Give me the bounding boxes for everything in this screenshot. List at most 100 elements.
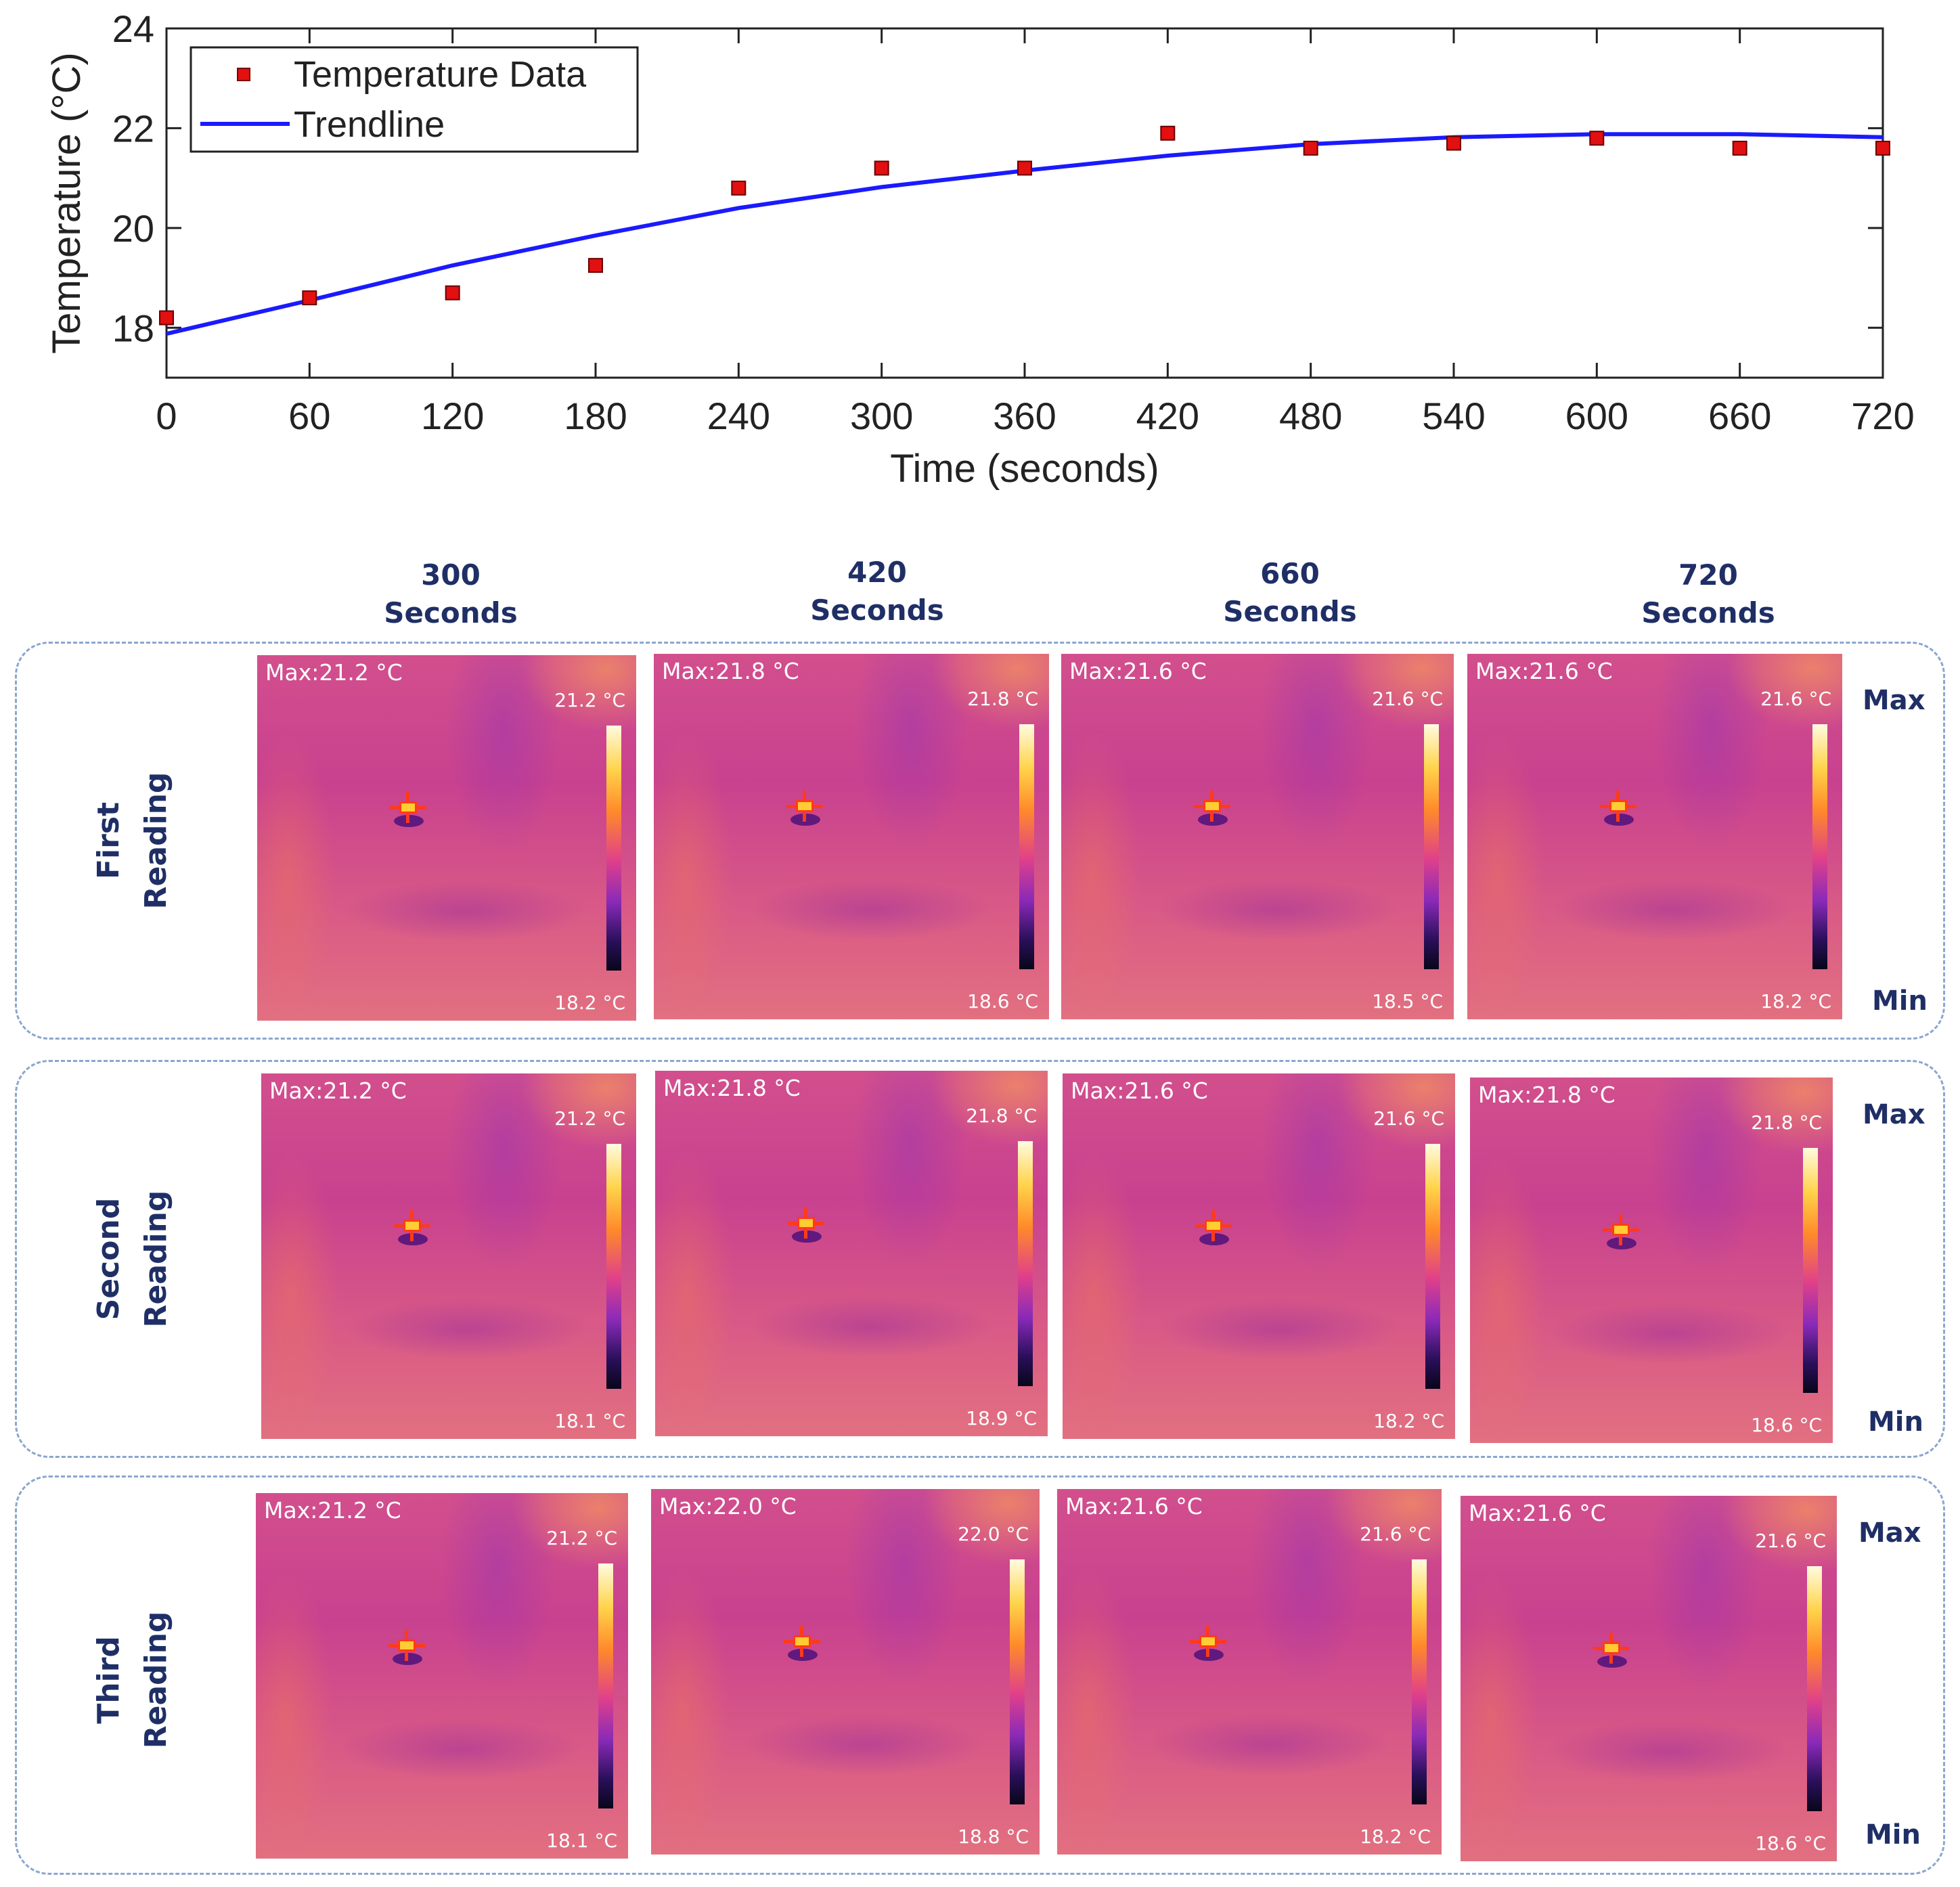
row-label-second: Second Reading: [85, 1157, 180, 1360]
color-scale-bar: [606, 1144, 621, 1389]
scale-min-label: Min: [1868, 1406, 1923, 1438]
thermal-image: Max:21.2 °C 21.2 °C 18.2 °C: [257, 655, 636, 1021]
scale-min-value: 18.1 °C: [546, 1829, 617, 1852]
scale-max-value: 21.8 °C: [1751, 1111, 1822, 1134]
x-tick-label: 720: [1851, 395, 1914, 437]
row-panel-third: [15, 1475, 1945, 1875]
max-reading: Max:21.6 °C: [1469, 1500, 1606, 1526]
data-point: [1446, 135, 1461, 151]
scale-max-value: 21.6 °C: [1760, 688, 1831, 710]
y-tick-label: 20: [112, 207, 154, 250]
scale-min-value: 18.1 °C: [554, 1410, 625, 1432]
scale-max-value: 22.0 °C: [958, 1523, 1029, 1545]
scale-max-label: Max: [1863, 685, 1925, 716]
x-tick-label: 420: [1136, 395, 1199, 437]
hotspot-marker-icon: [1194, 791, 1230, 826]
color-scale-bar: [1018, 1141, 1033, 1386]
row-label-line1: Third: [91, 1636, 126, 1724]
thermal-image: Max:22.0 °C 22.0 °C 18.8 °C: [651, 1489, 1040, 1855]
row-panel-first: [15, 642, 1945, 1040]
thermal-image: Max:21.8 °C 21.8 °C 18.6 °C: [654, 654, 1049, 1019]
data-point: [1732, 140, 1747, 156]
scale-max-value: 21.2 °C: [554, 689, 625, 711]
scale-min-label: Min: [1872, 985, 1928, 1017]
hotspot-marker-icon: [786, 791, 823, 826]
thermal-image: Max:21.2 °C 21.2 °C 18.1 °C: [256, 1493, 628, 1859]
y-axis-label: Temperature (°C): [45, 52, 89, 353]
max-reading: Max:21.2 °C: [269, 1078, 407, 1104]
x-tick-label: 540: [1422, 395, 1485, 437]
data-point: [874, 160, 889, 176]
max-reading: Max:21.8 °C: [663, 1075, 801, 1101]
color-scale-bar: [1803, 1148, 1818, 1393]
data-point: [445, 285, 460, 301]
scale-min-value: 18.6 °C: [967, 990, 1038, 1013]
scale-max-value: 21.2 °C: [554, 1107, 625, 1130]
thermal-image: Max:21.6 °C 21.6 °C 18.5 °C: [1061, 654, 1454, 1019]
max-reading: Max:21.2 °C: [264, 1497, 401, 1524]
row-label-line1: Second: [91, 1197, 126, 1320]
color-scale-bar: [1424, 724, 1439, 969]
max-reading: Max:21.6 °C: [1475, 658, 1613, 684]
data-point: [588, 258, 603, 273]
scale-min-value: 18.5 °C: [1372, 990, 1443, 1013]
hotspot-marker-icon: [1195, 1210, 1232, 1245]
thermal-image: Max:21.6 °C 21.6 °C 18.2 °C: [1057, 1489, 1442, 1855]
y-axis: 18 20 22 24: [112, 7, 1883, 349]
scale-max-value: 21.6 °C: [1360, 1523, 1431, 1545]
hotspot-marker-icon: [1600, 791, 1636, 826]
max-reading: Max:21.8 °C: [1478, 1082, 1616, 1108]
thermal-image: Max:21.2 °C 21.2 °C 18.1 °C: [261, 1073, 636, 1439]
row-panel-second: [15, 1060, 1945, 1458]
scale-max-label: Max: [1858, 1517, 1921, 1549]
hotspot-marker-icon: [1593, 1633, 1630, 1668]
scale-min-label: Min: [1865, 1819, 1921, 1850]
scale-max-value: 21.6 °C: [1372, 688, 1443, 710]
x-tick-label: 480: [1279, 395, 1342, 437]
color-scale-bar: [1807, 1566, 1822, 1811]
x-axis-label: Time (seconds): [890, 447, 1159, 491]
hotspot-marker-icon: [394, 1210, 430, 1245]
legend: Temperature Data Trendline: [190, 46, 639, 153]
color-scale-bar: [1019, 724, 1034, 969]
temperature-chart: 18 20 22 24 0 60 120 180 240 300 360 420 480 540 600 6…: [45, 7, 1915, 491]
scale-min-value: 18.6 °C: [1755, 1832, 1826, 1855]
legend-entry-trendline: Trendline: [294, 104, 445, 145]
x-tick-label: 60: [288, 395, 330, 437]
scale-max-value: 21.8 °C: [966, 1105, 1037, 1127]
thermal-image: Max:21.8 °C 21.8 °C 18.6 °C: [1470, 1078, 1833, 1443]
max-reading: Max:22.0 °C: [659, 1493, 797, 1519]
scale-max-value: 21.6 °C: [1373, 1107, 1444, 1130]
column-unit: Seconds: [1223, 595, 1357, 628]
column-unit: Seconds: [1641, 596, 1775, 629]
thermal-image: Max:21.6 °C 21.6 °C 18.2 °C: [1063, 1073, 1455, 1439]
max-reading: Max:21.8 °C: [662, 658, 799, 684]
scale-min-value: 18.6 °C: [1751, 1414, 1822, 1436]
x-tick-label: 360: [993, 395, 1056, 437]
row-label-line2: Reading: [139, 1190, 173, 1328]
scale-min-value: 18.8 °C: [958, 1825, 1029, 1848]
data-point: [731, 180, 747, 196]
temperature-data-series: [159, 125, 1890, 326]
hotspot-marker-icon: [390, 792, 426, 827]
thermal-image: Max:21.6 °C 21.6 °C 18.6 °C: [1461, 1496, 1837, 1861]
scale-min-value: 18.2 °C: [1373, 1410, 1444, 1432]
scale-min-value: 18.2 °C: [554, 992, 625, 1014]
max-reading: Max:21.6 °C: [1071, 1078, 1208, 1104]
row-label-line2: Reading: [139, 1611, 173, 1749]
y-tick-label: 24: [112, 7, 154, 50]
x-tick-label: 240: [707, 395, 770, 437]
legend-entry-data: Temperature Data: [294, 54, 587, 95]
hotspot-marker-icon: [784, 1626, 820, 1661]
column-time: 420: [847, 556, 907, 589]
column-header-720: 720 Seconds: [1607, 556, 1810, 632]
data-point: [159, 310, 174, 326]
scale-max-value: 21.2 °C: [546, 1527, 617, 1549]
legend-box: [190, 46, 639, 153]
data-point: [1589, 131, 1605, 146]
max-reading: Max:21.6 °C: [1069, 658, 1207, 684]
color-scale-bar: [598, 1563, 613, 1808]
column-header-300: 300 Seconds: [349, 556, 552, 632]
max-reading: Max:21.6 °C: [1065, 1493, 1203, 1519]
color-scale-bar: [1010, 1559, 1025, 1804]
